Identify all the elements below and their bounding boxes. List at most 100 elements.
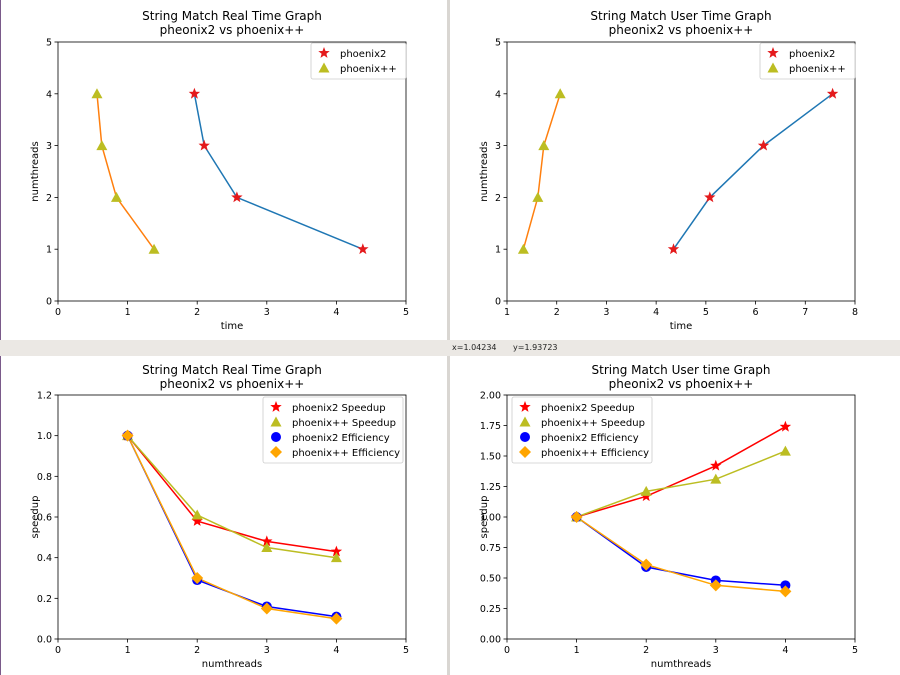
plot-window-real-speedup: String Match Real Time Graph pheonix2 vs …: [0, 356, 447, 675]
data-point-1-3: [554, 88, 566, 99]
plot-window-real-time: String Match Real Time Graph pheonix2 vs …: [0, 0, 447, 340]
legend-label-1: phoenix++: [789, 64, 846, 75]
y-tick-label: 1.50: [480, 452, 501, 463]
x-tick-label: 2: [194, 645, 200, 656]
series-line-1: [96, 93, 155, 250]
data-point-0-3: [188, 87, 201, 99]
legend-label-3: phoenix++ Efficiency: [541, 448, 649, 459]
legend-label-3: phoenix++ Efficiency: [292, 448, 400, 459]
data-point-1-2: [96, 140, 108, 151]
data-point-0-3: [779, 420, 792, 432]
data-point-1-3: [779, 445, 791, 456]
data-point-0-0: [357, 243, 369, 255]
data-point-1-3: [91, 88, 103, 99]
cursor-y-readout: y=1.93723: [513, 343, 558, 352]
data-point-0-2: [757, 139, 770, 151]
y-tick-label: 3: [46, 141, 52, 152]
y-tick-label: 0.8: [37, 472, 52, 483]
plot-area-frame: [57, 41, 407, 302]
window-divider: [446, 0, 450, 675]
y-tick-label: 2: [495, 193, 501, 204]
chart-subtitle: pheonix2 vs phoenix++: [609, 23, 754, 37]
legend-marker-1: [318, 62, 330, 73]
y-axis-label: speedup: [30, 496, 41, 539]
chart-title: String Match User Time Graph: [590, 9, 771, 23]
data-point-0-2: [710, 459, 722, 471]
data-point-2-3: [780, 580, 791, 591]
data-point-3-1: [191, 572, 204, 584]
series-line-3: [576, 516, 786, 593]
legend-marker-1: [767, 62, 779, 73]
series-line-2: [576, 516, 786, 587]
window-frame-strip: [0, 340, 450, 356]
legend-marker-3: [519, 446, 531, 458]
legend-marker-0: [270, 401, 282, 412]
legend-box: [262, 396, 404, 464]
x-tick-label: 5: [403, 645, 409, 656]
status-bar: x=1.04234 y=1.93723: [450, 340, 900, 356]
y-axis-label: numthreads: [479, 141, 490, 201]
data-point-1-1: [110, 191, 122, 202]
x-tick-label: 0: [55, 645, 61, 656]
data-point-0-1: [191, 515, 203, 526]
data-point-1-2: [710, 473, 722, 484]
x-tick-label: 4: [782, 645, 788, 656]
legend-box: [759, 42, 856, 80]
data-point-3-3: [779, 585, 792, 598]
x-tick-label: 1: [125, 307, 131, 318]
plot-window-user-time: String Match User Time Graph pheonix2 vs …: [450, 0, 900, 340]
chart-subtitle: pheonix2 vs phoenix++: [160, 377, 305, 391]
x-axis-label: numthreads: [651, 659, 711, 670]
y-tick-label: 2: [46, 193, 52, 204]
data-point-0-2: [261, 535, 273, 547]
x-tick-label: 1: [574, 645, 580, 656]
data-point-1-1: [532, 191, 544, 202]
legend-marker-2: [520, 432, 530, 442]
legend-marker-0: [767, 47, 779, 58]
legend-label-2: phoenix2 Efficiency: [292, 433, 390, 444]
y-tick-label: 0.6: [37, 513, 52, 524]
x-tick-label: 5: [703, 307, 709, 318]
y-tick-label: 2.00: [480, 391, 501, 402]
y-tick-label: 0.2: [37, 594, 52, 605]
series-line-0: [193, 93, 364, 250]
legend-marker-3: [270, 446, 282, 458]
legend-marker-0: [318, 47, 330, 58]
y-axis-label: speedup: [479, 496, 490, 539]
x-tick-label: 0: [504, 645, 510, 656]
chart-title: String Match Real Time Graph: [142, 9, 322, 23]
data-point-0-3: [330, 545, 343, 557]
y-tick-label: 0: [46, 297, 52, 308]
legend-label-1: phoenix++ Speedup: [541, 418, 645, 429]
legend-marker-1: [270, 416, 282, 427]
data-point-0-3: [826, 87, 839, 99]
legend-box: [511, 396, 653, 464]
y-tick-label: 1.0: [37, 431, 52, 442]
data-point-3-0: [121, 429, 134, 442]
data-point-0-1: [231, 191, 243, 203]
y-tick-label: 5: [46, 38, 52, 49]
x-tick-label: 2: [643, 645, 649, 656]
x-tick-label: 3: [603, 307, 609, 318]
x-axis-label: time: [670, 321, 693, 332]
x-tick-label: 0: [55, 307, 61, 318]
legend-box: [310, 42, 407, 80]
data-point-3-2: [260, 602, 273, 615]
y-tick-label: 1: [495, 245, 501, 256]
data-point-3-1: [640, 558, 653, 571]
legend-marker-1: [519, 416, 531, 427]
y-tick-label: 0.25: [480, 604, 501, 615]
x-tick-label: 1: [125, 645, 131, 656]
x-tick-label: 4: [333, 645, 339, 656]
x-tick-label: 7: [802, 307, 808, 318]
x-tick-label: 3: [264, 645, 270, 656]
x-tick-label: 5: [403, 307, 409, 318]
y-axis-label: numthreads: [30, 141, 41, 201]
legend-label-0: phoenix2: [340, 49, 386, 60]
series-line-1: [522, 93, 561, 250]
data-point-3-3: [330, 612, 343, 625]
y-tick-label: 4: [495, 89, 501, 100]
x-axis-label: numthreads: [202, 659, 262, 670]
